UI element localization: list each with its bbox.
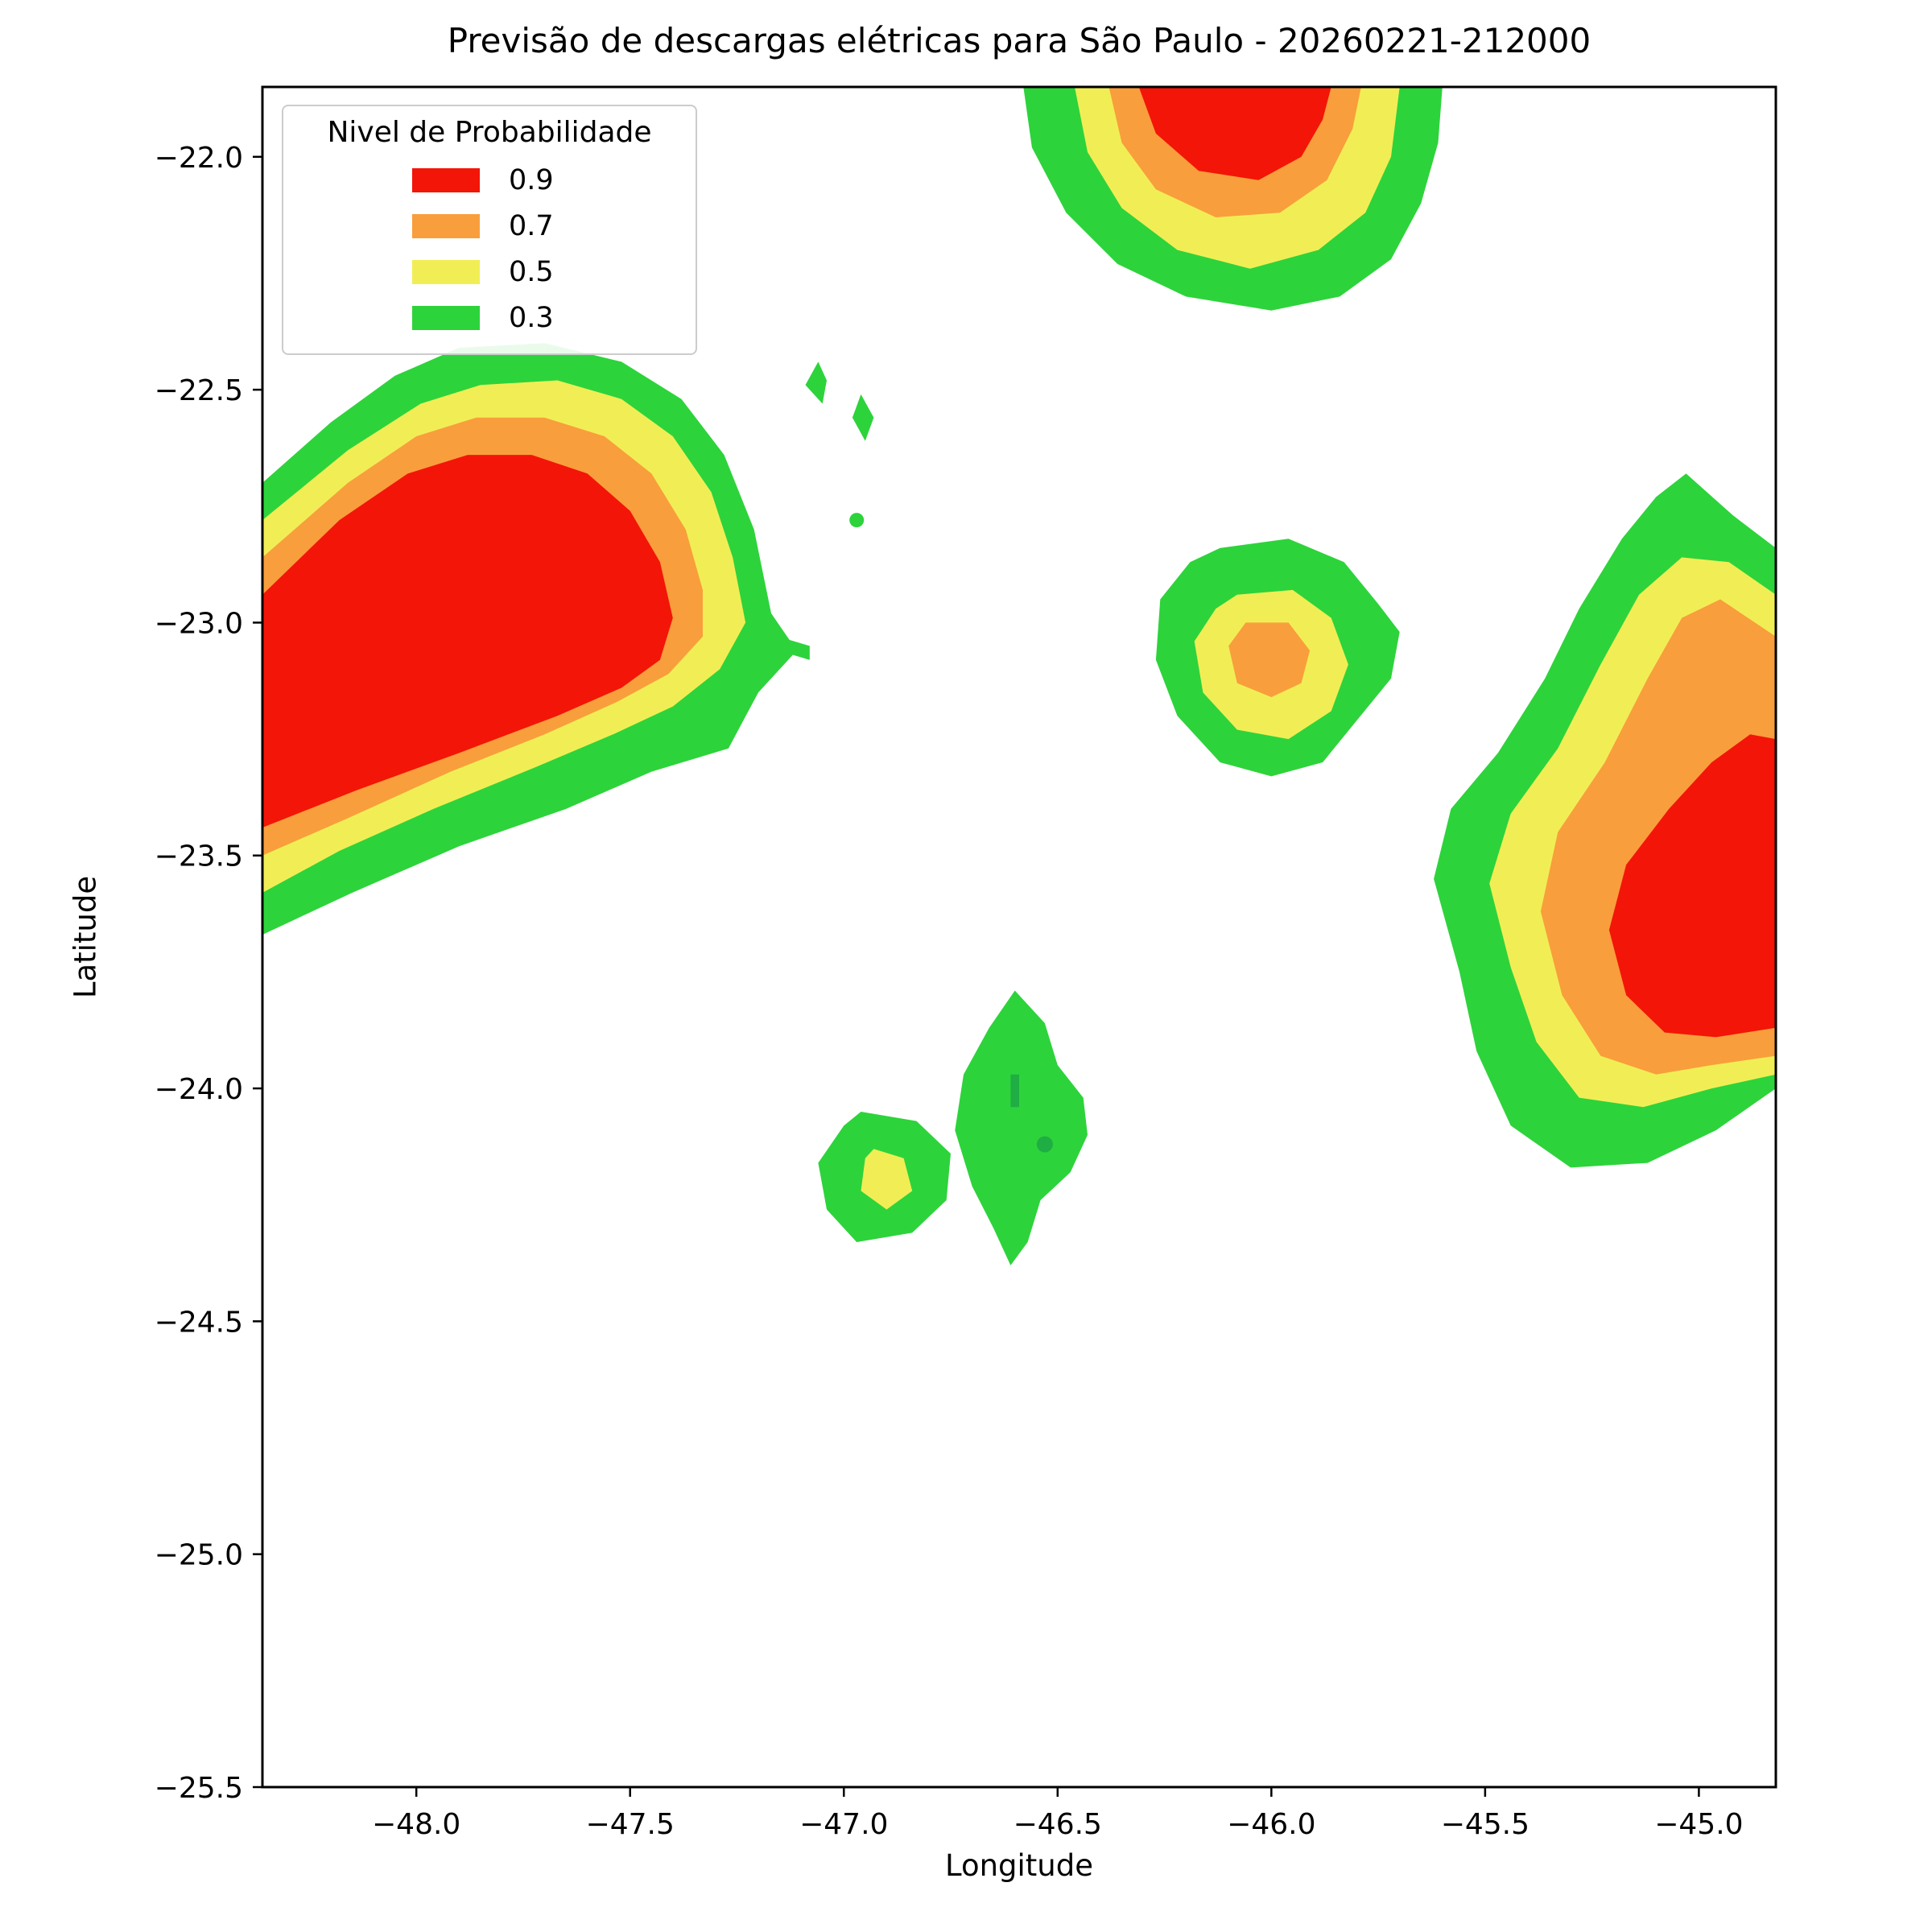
- legend-swatch-0.7: [412, 213, 480, 238]
- y-tick-label: −23.0: [155, 607, 243, 640]
- y-tick-label: −24.0: [155, 1073, 243, 1106]
- y-tick-label: −22.5: [155, 374, 243, 407]
- contour-small-cells-0.3: [762, 632, 810, 660]
- legend-swatch-0.5: [412, 259, 480, 284]
- legend-swatch-0.9: [412, 167, 480, 192]
- legend-label-0.5: 0.5: [509, 255, 554, 288]
- legend-row: 0.3: [283, 295, 696, 341]
- legend-title: Nivel de Probabilidade: [327, 116, 652, 149]
- x-tick-label: −45.0: [1654, 1808, 1743, 1841]
- legend-row: 0.9: [283, 157, 696, 203]
- y-axis-label: Latitude: [68, 875, 103, 999]
- x-tick-label: −45.5: [1441, 1808, 1530, 1841]
- x-axis-label: Longitude: [944, 1848, 1094, 1883]
- x-tick-label: −47.0: [799, 1808, 888, 1841]
- x-tick-label: −46.0: [1227, 1808, 1315, 1841]
- x-tick-label: −47.5: [586, 1808, 675, 1841]
- y-tick-label: −25.0: [155, 1539, 243, 1572]
- legend-label-0.3: 0.3: [509, 301, 554, 334]
- legend-label-0.7: 0.7: [509, 209, 554, 242]
- legend-row: 0.7: [283, 203, 696, 249]
- chart-title: Previsão de descargas elétricas para São…: [447, 21, 1591, 60]
- y-tick-label: −25.5: [155, 1772, 243, 1805]
- legend-label-0.9: 0.9: [509, 163, 554, 196]
- point-marker-1: [1036, 1136, 1053, 1153]
- legend: Nivel de Probabilidade 0.9 0.7 0.5 0.3: [282, 105, 697, 355]
- legend-row: 0.5: [283, 249, 696, 295]
- contour-south-central-cell-0.3: [955, 990, 1088, 1265]
- contour-small-cells-0.3: [852, 394, 874, 441]
- y-tick-label: −24.5: [155, 1306, 243, 1339]
- axes-border: [261, 85, 1777, 1789]
- contour-north-storm-cell-0.9: [1138, 87, 1331, 180]
- contour-central-cell-0.7: [1228, 622, 1311, 697]
- legend-swatch-0.3: [412, 305, 480, 330]
- contour-small-cells-0.3: [703, 683, 750, 725]
- contour-south-central-cell-0.3: [1010, 1074, 1019, 1108]
- y-tick-label: −22.0: [155, 142, 243, 175]
- x-tick-label: −48.0: [372, 1808, 460, 1841]
- y-tick-label: −23.5: [155, 840, 243, 873]
- point-marker-0: [849, 513, 865, 528]
- contour-south-small-cell-0.5: [861, 1149, 913, 1210]
- x-tick-label: −46.5: [1013, 1808, 1102, 1841]
- contour-small-cells-0.3: [805, 361, 827, 404]
- contour-east-storm-cell-0.9: [1608, 734, 1776, 1038]
- contour-west-storm-cell-0.9: [262, 455, 673, 828]
